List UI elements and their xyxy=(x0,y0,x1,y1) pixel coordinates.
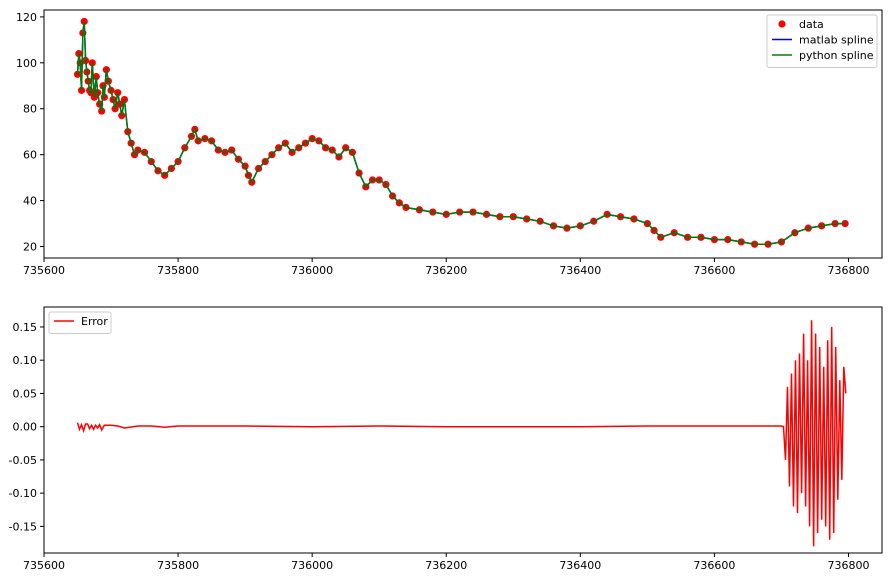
y-tick-label: 100 xyxy=(16,57,37,70)
x-tick-label: 736800 xyxy=(827,559,869,572)
y-tick-label: 120 xyxy=(16,11,37,24)
x-tick-label: 736800 xyxy=(827,264,869,277)
legend-frame xyxy=(766,14,878,68)
y-tick-label: 80 xyxy=(23,103,37,116)
y-tick-label: 40 xyxy=(23,195,37,208)
x-tick-label: 736400 xyxy=(559,559,601,572)
bottom-axes: 735600 735800 736000 736200 736400 736600 7368… xyxy=(9,306,883,572)
plot-area xyxy=(73,17,849,248)
line-error xyxy=(76,320,847,547)
y-tick-label: -0.15 xyxy=(9,520,37,533)
legend-marker-data xyxy=(778,20,786,28)
legend: Error xyxy=(48,311,112,334)
y-tick-label: 20 xyxy=(23,241,37,254)
x-tick-label: 735600 xyxy=(23,559,65,572)
top-axes: 735600 735800 736000 736200 736400 736600 7368… xyxy=(16,9,883,277)
legend-label-matlab-spline: matlab spline xyxy=(799,34,874,47)
axes-frame xyxy=(43,306,883,554)
y-tick-label: 60 xyxy=(23,149,37,162)
x-tick-label: 736200 xyxy=(425,264,467,277)
x-tick-label: 736000 xyxy=(291,264,333,277)
x-tick-label: 735800 xyxy=(157,559,199,572)
legend-label-error: Error xyxy=(81,315,108,328)
line-python-spline xyxy=(76,21,846,245)
y-tick-label: -0.10 xyxy=(9,487,37,500)
y-tick-label: 0.05 xyxy=(13,387,38,400)
legend-label-python-spline: python spline xyxy=(799,49,874,62)
x-tick-label: 736400 xyxy=(559,264,601,277)
legend: data matlab spline python spline xyxy=(766,14,878,68)
x-tick-label: 736600 xyxy=(693,264,735,277)
x-tick-label: 735800 xyxy=(157,264,199,277)
y-tick-label: 0.10 xyxy=(13,354,38,367)
axes-frame xyxy=(43,9,883,259)
x-tick-label: 736000 xyxy=(291,559,333,572)
marker-data xyxy=(841,219,849,228)
y-tick-label: 0.00 xyxy=(13,421,38,434)
plot-area xyxy=(76,320,847,547)
legend-label-data: data xyxy=(799,18,824,31)
x-tick-label: 736200 xyxy=(425,559,467,572)
x-tick-label: 736600 xyxy=(693,559,735,572)
y-tick-label: 0.15 xyxy=(13,321,38,334)
y-tick-label: -0.05 xyxy=(9,454,37,467)
legend-frame xyxy=(48,311,112,334)
x-tick-label: 735600 xyxy=(23,264,65,277)
